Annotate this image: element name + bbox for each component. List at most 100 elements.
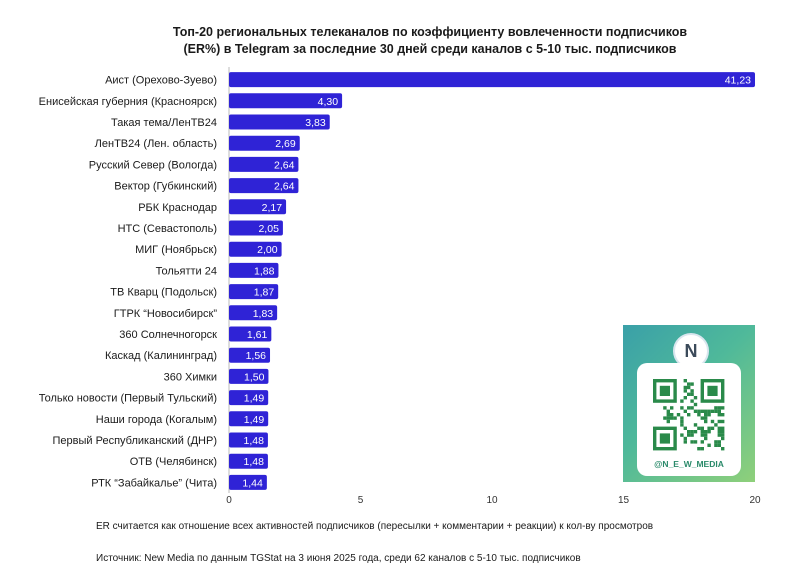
- qr-module: [710, 409, 715, 413]
- bar: [229, 432, 268, 448]
- chart-title-line-1: Топ-20 региональных телеканалов по коэфф…: [172, 25, 688, 39]
- category-label: ТВ Кварц (Подольск): [110, 287, 217, 299]
- category-label: 360 Химки: [164, 371, 217, 383]
- qr-module: [721, 426, 725, 430]
- qr-module: [721, 436, 725, 441]
- bar: [229, 305, 278, 321]
- value-label: 1,49: [244, 414, 265, 426]
- qr-module: [673, 416, 677, 420]
- value-label: 1,44: [242, 477, 263, 489]
- qr-module: [717, 440, 721, 444]
- category-label: Тольятти 24: [156, 265, 217, 277]
- bar: [229, 411, 269, 427]
- bar: [229, 135, 300, 151]
- category-label: Каскад (Калининград): [105, 350, 217, 362]
- qr-finder-core: [659, 385, 670, 396]
- qr-module: [700, 447, 704, 451]
- qr-module: [697, 409, 701, 413]
- qr-module: [710, 426, 715, 430]
- qr-promo-card[interactable]: N @N_E_W_MEDIA: [623, 325, 755, 482]
- bar: [229, 368, 269, 384]
- qr-module: [714, 443, 718, 447]
- qr-module: [717, 426, 721, 430]
- value-label: 2,64: [274, 181, 295, 193]
- qr-module: [710, 419, 715, 424]
- bar: [229, 347, 271, 363]
- qr-module: [683, 409, 687, 413]
- value-label: 1,48: [243, 435, 264, 447]
- qr-module: [666, 409, 670, 413]
- qr-module: [700, 426, 704, 430]
- chart-title-line-2: (ER%) в Telegram за последние 30 дней ср…: [183, 42, 677, 56]
- qr-module: [693, 440, 698, 444]
- bar: [229, 220, 283, 236]
- qr-module: [690, 392, 694, 396]
- qr-module: [700, 433, 704, 437]
- qr-module: [721, 413, 725, 417]
- value-label: 2,00: [257, 244, 278, 256]
- x-tick-label: 5: [358, 495, 364, 506]
- qr-module: [670, 416, 674, 420]
- qr-module: [693, 430, 698, 434]
- qr-module: [704, 413, 708, 417]
- value-label: 2,17: [262, 202, 283, 214]
- value-label: 2,05: [258, 223, 279, 235]
- qr-module: [690, 430, 694, 434]
- qr-module: [704, 436, 708, 441]
- value-label: 1,56: [246, 350, 267, 362]
- qr-module: [717, 409, 721, 413]
- bar: [229, 262, 279, 278]
- qr-module: [707, 430, 711, 434]
- qr-code-panel: @N_E_W_MEDIA: [637, 363, 741, 476]
- qr-module: [721, 430, 725, 434]
- category-label: Енисейская губерния (Красноярск): [39, 96, 217, 108]
- qr-module: [704, 433, 708, 437]
- qr-module: [670, 406, 674, 410]
- category-label: Такая тема/ЛенТВ24: [111, 117, 217, 129]
- bar: [229, 156, 299, 172]
- qr-module: [693, 409, 698, 413]
- value-label: 1,50: [244, 371, 265, 383]
- qr-module: [690, 389, 694, 393]
- qr-module: [697, 413, 701, 417]
- category-label: Первый Республиканский (ДНР): [53, 435, 217, 447]
- bar: [229, 93, 343, 109]
- qr-module: [697, 426, 701, 430]
- qr-module: [704, 430, 708, 434]
- qr-module: [690, 382, 694, 386]
- x-tick-label: 10: [486, 495, 498, 506]
- qr-module: [687, 430, 691, 434]
- qr-module: [663, 416, 667, 420]
- qr-module: [700, 416, 704, 420]
- qr-module: [707, 426, 711, 430]
- qr-module: [687, 433, 691, 437]
- bar: [229, 326, 272, 342]
- qr-module: [690, 406, 694, 410]
- qr-module: [680, 423, 684, 427]
- qr-module: [700, 430, 704, 434]
- qr-module: [687, 385, 691, 390]
- x-tick-label: 20: [749, 495, 761, 506]
- qr-module: [704, 416, 708, 420]
- value-label: 1,49: [244, 393, 265, 405]
- category-label: 360 Солнечногорск: [119, 329, 217, 341]
- qr-module: [717, 443, 721, 447]
- qr-module: [683, 389, 687, 393]
- value-label: 1,88: [254, 265, 275, 277]
- qr-module: [680, 419, 684, 424]
- value-label: 3,83: [305, 117, 326, 129]
- source-note: Источник: New Media по данным TGStat на …: [96, 553, 581, 564]
- qr-module: [690, 399, 694, 403]
- bar: [229, 390, 269, 406]
- bar: [229, 199, 287, 215]
- x-tick-label: 0: [226, 495, 232, 506]
- category-label: РТК “Забайкалье” (Чита): [91, 477, 217, 489]
- qr-module: [717, 419, 721, 424]
- value-label: 2,69: [275, 138, 296, 150]
- qr-module: [670, 413, 674, 417]
- logo-letter: N: [684, 340, 698, 361]
- bar: [229, 474, 267, 490]
- qr-module: [690, 433, 694, 437]
- qr-handle: @N_E_W_MEDIA: [654, 459, 724, 469]
